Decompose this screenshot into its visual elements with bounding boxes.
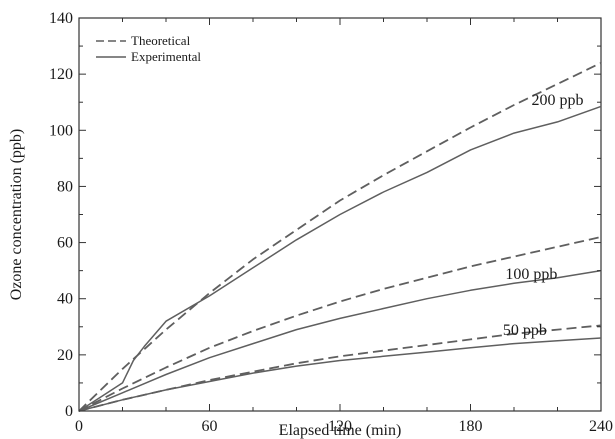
legend-label-theoretical: Theoretical [131, 33, 191, 48]
tick-labels-group: 0 60 120 180 240 0 20 40 60 80 100 120 140 [49, 10, 613, 435]
y-tick-label: 20 [57, 347, 73, 364]
y-tick-label: 0 [65, 403, 73, 420]
x-tick-label: 120 [328, 418, 352, 435]
50-ppb-experimental-line [78, 337, 602, 412]
legend-label-experimental: Experimental [131, 49, 201, 64]
y-tick-label: 40 [57, 291, 73, 308]
series-annotations: 200 ppb 100 ppb 50 ppb [503, 92, 584, 339]
x-tick-label: 0 [75, 418, 83, 435]
50-ppb-theoretical-line [78, 324, 602, 412]
200-ppb-experimental-line [78, 105, 602, 412]
100-ppb-experimental-line [78, 269, 602, 412]
series-annotation: 50 ppb [503, 322, 547, 339]
x-tick-label: 240 [589, 418, 613, 435]
100-ppb-theoretical-line [78, 236, 602, 412]
series-annotation: 100 ppb [505, 266, 557, 283]
x-axis-title: Elapsed time (min) [279, 422, 402, 439]
y-tick-label: 120 [49, 66, 73, 83]
y-axis-title: Ozone concentration (ppb) [8, 129, 25, 300]
x-tick-label: 180 [459, 418, 483, 435]
y-tick-label: 140 [49, 10, 73, 27]
ticks-group [78, 17, 602, 412]
series-annotation: 200 ppb [532, 92, 584, 109]
series-group [78, 62, 602, 412]
y-tick-label: 100 [49, 122, 73, 139]
y-tick-label: 60 [57, 235, 73, 252]
y-tick-label: 80 [57, 178, 73, 195]
200-ppb-theoretical-line [78, 62, 602, 412]
x-tick-label: 60 [202, 418, 218, 435]
